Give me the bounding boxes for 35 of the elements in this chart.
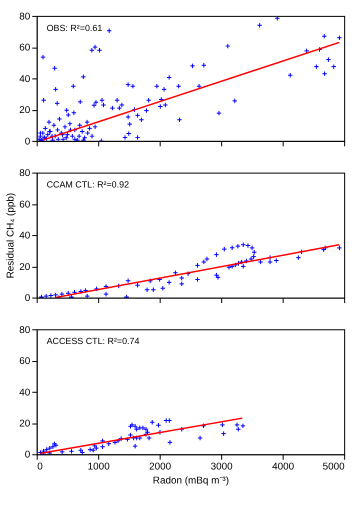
- y-tick-label: 20: [19, 418, 31, 430]
- x-tick-label: 5000: [322, 462, 346, 473]
- y-tick-label: 80: [19, 11, 31, 22]
- point: [140, 425, 146, 431]
- y-tick-label: 0: [24, 450, 31, 461]
- x-tick-label: 1000: [88, 462, 110, 473]
- y-tick-label: 60: [19, 356, 31, 368]
- y-tick-label: 60: [19, 42, 31, 54]
- point: [220, 422, 226, 428]
- x-tick-label: 0: [37, 462, 44, 473]
- y-axis-title: Residual CH₄ (ppb): [5, 192, 16, 278]
- x-tick-label: 3000: [210, 462, 234, 473]
- point: [156, 422, 162, 428]
- y-tick-label: 40: [19, 230, 31, 242]
- y-tick-label: 20: [19, 105, 31, 116]
- point: [100, 444, 106, 450]
- y-tick-label: 40: [19, 74, 31, 85]
- point: [50, 444, 56, 450]
- y-tick-label: 0: [24, 136, 31, 148]
- y-tick-label: 80: [19, 168, 31, 180]
- annotation: ACCESS CTL: R²=0.74: [46, 336, 140, 346]
- point: [132, 443, 138, 449]
- annotation: CCAM CTL: R²=0.92: [46, 179, 130, 190]
- x-axis-title: Radon (mBq m⁻³): [152, 476, 230, 487]
- annotation: OBS: R²=0.61: [46, 22, 102, 33]
- point: [167, 440, 173, 446]
- point: [134, 426, 140, 432]
- x-tick-label: 2000: [149, 462, 172, 473]
- y-tick-label: 20: [19, 262, 31, 273]
- y-tick-label: 40: [19, 387, 31, 398]
- y-tick-label: 80: [19, 324, 31, 336]
- y-tick-label: 60: [19, 199, 31, 210]
- point: [220, 430, 226, 436]
- y-tick-label: 0: [24, 293, 31, 304]
- x-tick-label: 4000: [272, 462, 295, 473]
